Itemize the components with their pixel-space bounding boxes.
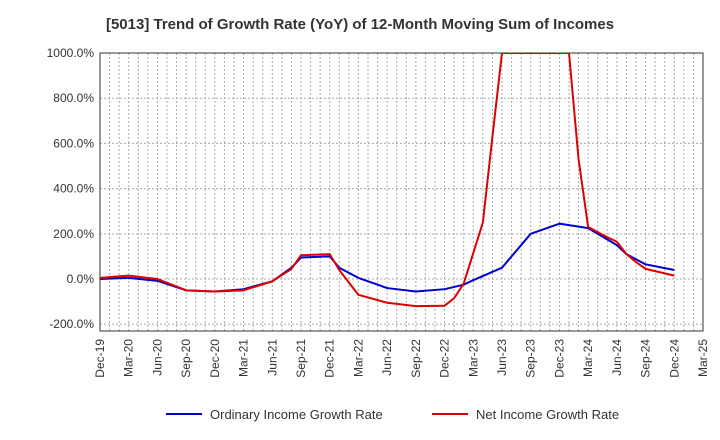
axis-layer: 1000.0% 800.0% 600.0% 400.0% 200.0% 0.0% -200.… — [47, 46, 710, 378]
x-tick-label: Mar-25 — [696, 339, 710, 377]
x-tick-label: Dec-21 — [323, 339, 337, 378]
plot-frame — [99, 52, 704, 332]
x-tick-label: Mar-23 — [466, 339, 480, 377]
y-tick-label: 800.0% — [53, 91, 94, 105]
x-tick-label: Dec-19 — [93, 339, 107, 378]
y-tick-label: 1000.0% — [47, 46, 95, 60]
y-tick-label: 400.0% — [53, 182, 94, 196]
x-tick-label: Jun-21 — [265, 339, 279, 376]
x-tick-label: Sep-23 — [524, 339, 538, 378]
x-tick-label: Dec-23 — [552, 339, 566, 378]
x-tick-label: Sep-21 — [294, 339, 308, 378]
x-tick-label: Mar-20 — [122, 339, 136, 377]
x-tick-label: Jun-20 — [150, 339, 164, 376]
legend-label: Ordinary Income Growth Rate — [210, 407, 383, 422]
x-tick-label: Mar-24 — [581, 339, 595, 377]
y-tick-label: -200.0% — [49, 317, 94, 331]
x-tick-label: Sep-22 — [409, 339, 423, 378]
series-line-net-income — [100, 53, 675, 308]
y-tick-label: 600.0% — [53, 136, 94, 150]
x-tick-label: Sep-20 — [179, 339, 193, 378]
x-tick-label: Mar-21 — [237, 339, 251, 377]
x-tick-label: Dec-22 — [438, 339, 452, 378]
x-tick-label: Sep-24 — [639, 339, 653, 378]
legend-label: Net Income Growth Rate — [476, 407, 619, 422]
x-tick-label: Jun-24 — [610, 339, 624, 376]
x-tick-label: Dec-20 — [208, 339, 222, 378]
x-tick-label: Jun-23 — [495, 339, 509, 376]
legend: Ordinary Income Growth Rate Net Income Gr… — [166, 407, 619, 422]
x-tick-label: Jun-22 — [380, 339, 394, 376]
chart-title: [5013] Trend of Growth Rate (YoY) of 12-… — [105, 16, 615, 33]
x-tick-label: Dec-24 — [667, 339, 681, 378]
x-tick-label: Mar-22 — [351, 339, 365, 377]
series-layer — [100, 53, 675, 308]
y-tick-label: 200.0% — [53, 227, 94, 241]
y-tick-label: 0.0% — [67, 272, 95, 286]
